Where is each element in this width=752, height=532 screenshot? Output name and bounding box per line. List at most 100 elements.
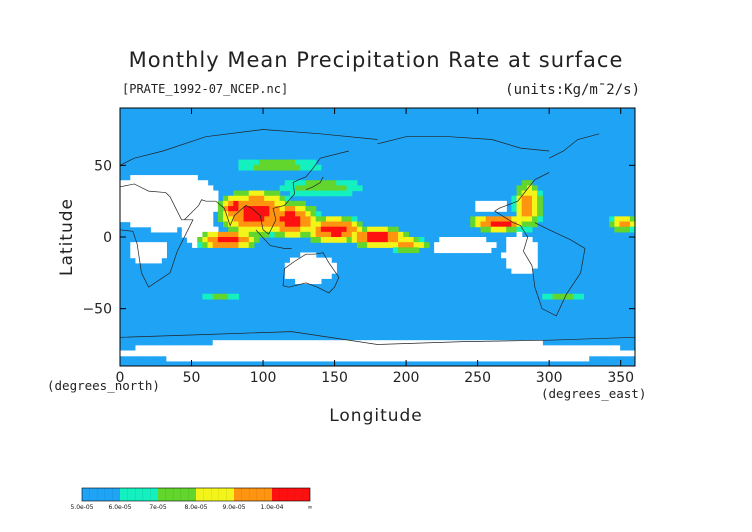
field-cell (372, 350, 379, 357)
field-cell (351, 237, 358, 243)
field-cell (274, 211, 281, 217)
field-cell (233, 231, 240, 238)
field-cell (295, 257, 301, 264)
field-cell (171, 190, 178, 197)
field-cell (166, 345, 173, 352)
field-cell (526, 345, 533, 352)
field-cell (197, 231, 203, 238)
field-cell (181, 190, 188, 197)
field-cell (506, 355, 512, 362)
field-cell (480, 355, 487, 362)
field-cell (377, 355, 384, 362)
field-cell (125, 195, 131, 202)
field-cell (289, 211, 296, 217)
field-cell (320, 267, 327, 274)
field-cell (259, 216, 265, 223)
field-cell (228, 355, 234, 362)
field-cell (526, 200, 533, 207)
field-cell (552, 345, 559, 352)
field-cell (228, 211, 234, 217)
field-cell (295, 190, 301, 197)
field-cell (161, 200, 167, 207)
field-cell (228, 206, 234, 212)
field-cell (568, 350, 574, 357)
field-cell (326, 350, 332, 357)
field-cell (176, 175, 183, 181)
field-cell (289, 355, 296, 362)
field-cell (604, 350, 610, 357)
field-cell (454, 355, 461, 362)
field-cell (516, 226, 523, 233)
field-cell (186, 195, 193, 202)
field-cell (238, 237, 245, 243)
field-cell (326, 257, 332, 264)
field-cell (629, 350, 635, 357)
field-cell (223, 231, 229, 238)
field-cell (156, 185, 162, 192)
field-cell (233, 221, 240, 228)
field-cell (166, 175, 173, 181)
field-cell (377, 242, 384, 248)
field-cell (403, 242, 409, 248)
field-cell (501, 252, 507, 259)
field-cell (305, 340, 312, 346)
field-cell (495, 200, 502, 207)
field-cell (413, 345, 420, 352)
field-cell (310, 340, 317, 346)
field-cell (176, 195, 183, 202)
field-cell (320, 180, 327, 186)
field-cell (269, 345, 276, 352)
field-cell (289, 231, 296, 238)
field-cell (233, 340, 240, 346)
field-cell (521, 257, 528, 264)
field-cell (176, 200, 183, 207)
field-cell (248, 355, 255, 362)
field-cell (259, 355, 265, 362)
field-cell (506, 345, 512, 352)
field-cell (171, 226, 178, 233)
field-cell (501, 355, 507, 362)
field-cell (392, 345, 399, 352)
field-cell (511, 216, 518, 223)
field-cell (253, 237, 260, 243)
field-cell (532, 252, 538, 259)
field-cell (120, 211, 126, 217)
field-cell (367, 226, 373, 233)
field-cell (125, 216, 131, 223)
field-cell (310, 257, 317, 264)
coastline (120, 331, 635, 345)
field-cell (264, 195, 270, 202)
field-cell (156, 242, 162, 248)
field-cell (573, 355, 579, 362)
field-cell (135, 206, 142, 212)
field-cell (253, 355, 260, 362)
field-cell (532, 185, 538, 192)
field-cell (243, 350, 250, 357)
field-cell (470, 355, 476, 362)
field-cell (516, 350, 523, 357)
field-cell (223, 345, 229, 352)
field-cell (289, 190, 296, 197)
field-cell (186, 350, 193, 357)
field-cell (521, 195, 528, 202)
field-cell (156, 195, 162, 202)
field-cell (135, 180, 142, 186)
colorbar-swatch (120, 488, 158, 501)
field-cell (444, 247, 451, 254)
field-cell (521, 226, 528, 233)
field-cell (547, 350, 554, 357)
x-tick-label: 150 (321, 370, 348, 386)
field-cell (305, 262, 312, 269)
field-cell (156, 226, 162, 233)
field-cell (140, 211, 147, 217)
field-cell (130, 190, 137, 197)
field-cell (300, 340, 306, 346)
field-cell (362, 231, 368, 238)
field-cell (156, 252, 162, 259)
field-cell (202, 180, 209, 186)
field-cell (274, 345, 281, 352)
field-cell (516, 252, 523, 259)
field-cell (300, 206, 306, 212)
field-cell (243, 221, 250, 228)
field-cell (501, 350, 507, 357)
